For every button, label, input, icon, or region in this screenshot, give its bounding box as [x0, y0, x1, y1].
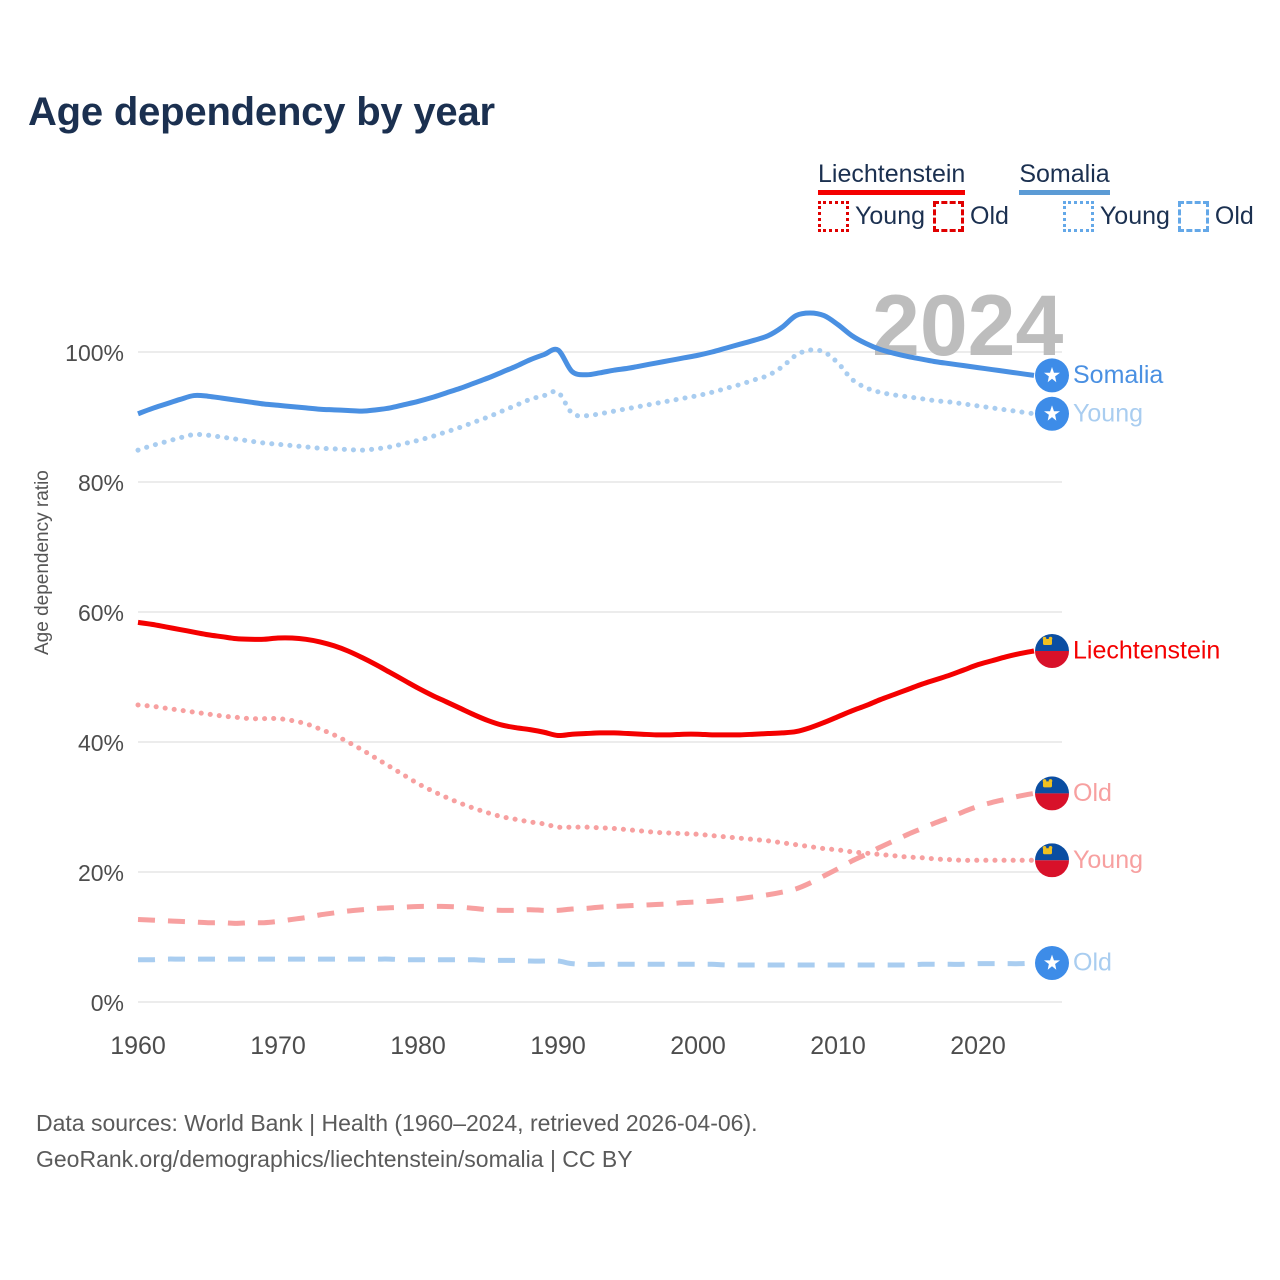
legend-label-liechtenstein-old: Old — [970, 202, 1009, 230]
y-tick-label: 80% — [78, 470, 124, 496]
x-tick-label: 1960 — [110, 1032, 166, 1060]
legend-country-somalia-label: Somalia — [1019, 160, 1110, 188]
gridlines — [138, 351, 1062, 1003]
series-end-markers: Somalia Young Liechtenstein Old Young Old — [1035, 358, 1220, 980]
page-title: Age dependency by year — [28, 90, 495, 134]
legend-rule-liechtenstein — [818, 190, 966, 195]
dotted-swatch-icon — [1062, 201, 1094, 232]
chart-legend: Liechtenstein Somalia Young Old — [818, 160, 1258, 232]
line-chart-svg: 2024 0% 20% 40% 60% 80% 100% 1960 1970 1980 1990… — [32, 278, 1220, 1060]
series-line-liechtenstein — [137, 619, 1035, 739]
dashed-swatch-icon — [933, 201, 964, 232]
footer: Data sources: World Bank | Health (1960–… — [36, 1105, 758, 1177]
series-line-liechtenstein-young — [135, 702, 1037, 863]
legend-item-liechtenstein-old[interactable]: Old — [933, 201, 1009, 232]
series-line-somalia-young — [135, 347, 1037, 453]
legend-rule-somalia — [1019, 190, 1110, 195]
y-tick-label: 60% — [78, 600, 124, 626]
legend-label-somalia-young: Young — [1099, 202, 1170, 230]
end-label-somalia-young[interactable]: Young — [1035, 396, 1143, 431]
legend-country-somalia[interactable]: Somalia — [1019, 160, 1110, 195]
y-axis-ticks: 0% 20% 40% 60% 80% 100% — [65, 340, 124, 1016]
dashed-swatch-icon — [1177, 201, 1209, 232]
footer-attribution[interactable]: GeoRank.org/demographics/liechtenstein/s… — [36, 1146, 633, 1172]
legend-label-liechtenstein-young: Young — [855, 202, 925, 230]
y-tick-label: 0% — [91, 990, 124, 1016]
dotted-swatch-icon — [818, 201, 849, 232]
end-label-somalia-text: Somalia — [1073, 361, 1163, 389]
x-tick-label: 2000 — [670, 1032, 726, 1060]
end-label-liechtenstein[interactable]: Liechtenstein — [1035, 634, 1220, 668]
y-tick-label: 100% — [65, 340, 124, 366]
end-label-liechtenstein-old[interactable]: Old — [1035, 776, 1112, 811]
legend-country-liechtenstein[interactable]: Liechtenstein — [818, 160, 966, 195]
series-line-liechtenstein-old — [137, 790, 1035, 926]
series-line-somalia — [137, 310, 1035, 417]
legend-label-somalia-old: Old — [1214, 202, 1254, 230]
y-axis-label: Age dependency ratio — [32, 470, 53, 655]
end-label-liechtenstein-text: Liechtenstein — [1073, 637, 1220, 665]
x-tick-label: 2020 — [950, 1032, 1006, 1060]
legend-series-liechtenstein: Young Old — [818, 201, 1009, 232]
year-watermark: 2024 — [872, 278, 1063, 374]
series-line-somalia-old — [137, 956, 1035, 968]
end-label-somalia-young-text: Young — [1073, 399, 1143, 427]
x-tick-label: 1970 — [250, 1032, 306, 1060]
x-tick-label: 2010 — [810, 1032, 866, 1060]
end-label-liechtenstein-young-text: Young — [1073, 846, 1143, 874]
end-label-somalia-old-text: Old — [1073, 949, 1112, 977]
end-label-liechtenstein-young[interactable]: Young — [1035, 843, 1143, 878]
y-tick-label: 40% — [78, 730, 124, 756]
y-tick-label: 20% — [78, 860, 124, 886]
x-tick-label: 1990 — [530, 1032, 586, 1060]
footer-data-sources: Data sources: World Bank | Health (1960–… — [36, 1110, 758, 1136]
x-tick-label: 1980 — [390, 1032, 446, 1060]
legend-item-somalia-old[interactable]: Old — [1177, 201, 1254, 232]
x-axis-ticks: 1960 1970 1980 1990 2000 2010 2020 — [110, 1032, 1006, 1060]
end-label-somalia[interactable]: Somalia — [1035, 358, 1163, 393]
series-lines — [135, 310, 1037, 968]
legend-item-somalia-young[interactable]: Young — [1062, 201, 1170, 232]
legend-series-somalia: Young Old — [1062, 201, 1254, 232]
end-label-liechtenstein-old-text: Old — [1073, 779, 1112, 807]
legend-country-liechtenstein-label: Liechtenstein — [818, 160, 966, 188]
legend-item-liechtenstein-young[interactable]: Young — [818, 201, 925, 232]
end-label-somalia-old[interactable]: Old — [1035, 946, 1112, 980]
